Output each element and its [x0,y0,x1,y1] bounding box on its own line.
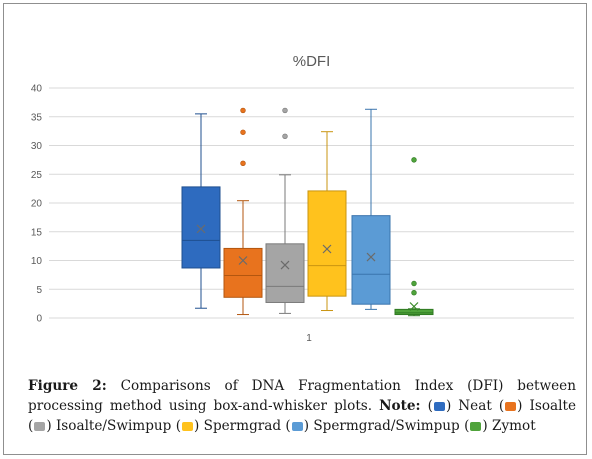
legend-swatch [470,422,482,431]
mean-marker [322,244,332,254]
legend-label: Neat [458,398,492,414]
note-label: Note: [379,398,421,414]
figure-caption: Figure 2: Comparisons of DNA Fragmentati… [28,376,576,436]
mean-marker [409,302,419,311]
caption-label: Figure 2: [28,378,107,394]
box-isoalte-swimpup [265,243,305,303]
outlier-point [411,280,417,287]
outlier-point [240,107,246,114]
legend-label: Spermgrad [203,418,282,434]
legend-item: () Spermgrad/Swimpup [285,418,460,434]
legend-label: Isoalte [529,398,577,414]
y-tick-label: 25 [31,170,43,181]
legend-swatch [182,422,193,431]
y-tick-label: 30 [31,141,43,152]
legend-item: () Neat [427,398,492,414]
legend-label: Zymot [492,418,536,434]
y-tick-label: 0 [36,314,42,325]
chart-area: %DFI 0 5 10 15 20 25 30 35 40 1 [24,24,584,364]
outlier-point [282,107,288,114]
y-tick-label: 10 [31,256,43,267]
x-tick-label: 1 [306,333,312,344]
outlier-point [411,290,417,296]
chart-title: %DFI [293,53,331,70]
legend-swatch [505,402,517,411]
legend-swatch [34,422,46,431]
mean-marker [366,252,376,262]
box-neat [181,186,221,269]
mean-marker [238,256,248,265]
mean-marker [280,260,290,270]
legend-item: () Isoalte/Swimpup [28,418,172,434]
box-plot-chart: %DFI 0 5 10 15 20 25 30 35 40 1 [31,53,574,344]
legend-swatch [291,422,303,431]
box-isoalte [223,247,263,298]
y-tick-label: 20 [31,199,43,210]
outlier-point [411,157,417,163]
legend-item: () Zymot [464,418,536,434]
figure-frame: %DFI 0 5 10 15 20 25 30 35 40 1 Figure 2: Comparis… [3,3,587,455]
y-tick-label: 40 [31,84,43,95]
outlier-point [240,160,246,167]
outlier-point [282,133,288,140]
box-spermgrad-swimpup [351,215,391,305]
box-zymot [394,308,434,316]
legend-swatch [433,402,445,411]
box-spermgrad [307,190,347,297]
legend-label: Spermgrad/Swimpup [313,418,460,434]
legend-item: () Spermgrad [175,418,282,434]
y-tick-label: 15 [31,227,43,238]
caption-legend: () Neat () Isoalte () Isoalte/Swimpup ()… [28,398,576,434]
legend-label: Isoalte/Swimpup [55,418,172,434]
caption-text: Comparisons of DNA Fragmentation Index (… [28,378,576,414]
y-tick-label: 5 [36,285,42,296]
legend-item: () Isoalte [498,398,577,414]
y-tick-label: 35 [31,112,43,123]
mean-marker [196,224,206,234]
outlier-point [240,129,246,135]
